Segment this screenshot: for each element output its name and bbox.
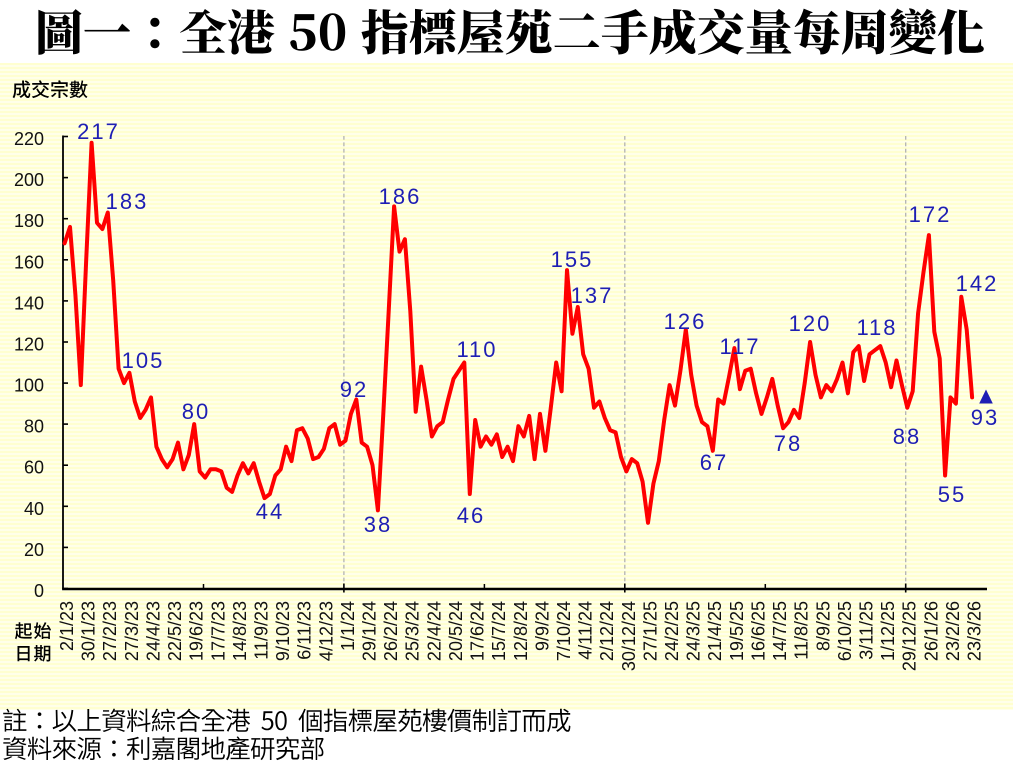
- svg-text:23/3/26: 23/3/26: [965, 601, 985, 661]
- svg-text:27/3/23: 27/3/23: [122, 601, 142, 661]
- svg-text:142: 142: [956, 271, 999, 296]
- svg-text:118: 118: [856, 315, 897, 340]
- svg-text:26/1/26: 26/1/26: [921, 601, 941, 661]
- svg-text:80: 80: [24, 417, 44, 437]
- svg-text:120: 120: [789, 311, 832, 336]
- svg-text:19/6/23: 19/6/23: [187, 601, 207, 661]
- svg-text:7/10/24: 7/10/24: [554, 601, 574, 661]
- svg-text:11/8/25: 11/8/25: [792, 601, 812, 660]
- svg-text:2/1/23: 2/1/23: [57, 601, 77, 651]
- svg-text:93: 93: [971, 405, 999, 430]
- svg-text:4/12/23: 4/12/23: [316, 601, 336, 661]
- svg-text:26/2/24: 26/2/24: [381, 601, 401, 661]
- svg-text:6/10/25: 6/10/25: [835, 601, 855, 661]
- svg-text:3/11/25: 3/11/25: [857, 601, 877, 660]
- svg-text:140: 140: [14, 293, 44, 313]
- svg-text:88: 88: [893, 424, 921, 449]
- svg-text:11/9/23: 11/9/23: [252, 601, 272, 660]
- svg-text:24/2/25: 24/2/25: [662, 601, 682, 661]
- svg-text:105: 105: [122, 348, 165, 373]
- svg-text:24/3/25: 24/3/25: [684, 601, 704, 661]
- svg-text:92: 92: [340, 377, 368, 402]
- svg-text:17/7/23: 17/7/23: [208, 601, 228, 661]
- svg-text:22/5/23: 22/5/23: [165, 601, 185, 661]
- svg-text:29/1/24: 29/1/24: [360, 601, 380, 661]
- svg-text:78: 78: [774, 431, 802, 456]
- svg-text:14/8/23: 14/8/23: [230, 601, 250, 661]
- svg-text:46: 46: [457, 503, 485, 528]
- svg-text:25/3/24: 25/3/24: [403, 601, 423, 661]
- svg-text:0: 0: [34, 581, 44, 601]
- svg-text:15/7/24: 15/7/24: [489, 601, 509, 661]
- svg-text:12/8/24: 12/8/24: [511, 601, 531, 661]
- svg-text:110: 110: [456, 337, 497, 362]
- svg-text:27/2/23: 27/2/23: [100, 601, 120, 661]
- svg-text:30/1/23: 30/1/23: [79, 601, 99, 661]
- svg-text:24/4/23: 24/4/23: [143, 601, 163, 661]
- svg-text:60: 60: [24, 458, 44, 478]
- svg-text:9/9/24: 9/9/24: [532, 601, 552, 651]
- svg-text:4/11/24: 4/11/24: [576, 601, 596, 660]
- svg-text:160: 160: [14, 252, 44, 272]
- svg-text:220: 220: [14, 129, 44, 149]
- svg-text:21/4/25: 21/4/25: [705, 601, 725, 661]
- svg-text:6/11/23: 6/11/23: [295, 601, 315, 660]
- svg-text:55: 55: [938, 482, 966, 507]
- svg-text:172: 172: [909, 202, 952, 227]
- svg-text:100: 100: [14, 376, 44, 396]
- svg-text:16/6/25: 16/6/25: [749, 601, 769, 661]
- svg-text:117: 117: [719, 334, 760, 359]
- svg-text:38: 38: [364, 512, 392, 537]
- svg-text:137: 137: [571, 283, 614, 308]
- svg-text:155: 155: [551, 247, 594, 272]
- svg-text:120: 120: [14, 335, 44, 355]
- svg-text:40: 40: [24, 499, 44, 519]
- svg-text:2/12/24: 2/12/24: [597, 601, 617, 661]
- svg-text:17/6/24: 17/6/24: [468, 601, 488, 661]
- svg-text:1/12/25: 1/12/25: [878, 601, 898, 661]
- svg-text:126: 126: [664, 309, 707, 334]
- svg-text:186: 186: [379, 184, 422, 209]
- svg-text:200: 200: [14, 170, 44, 190]
- svg-text:180: 180: [14, 211, 44, 231]
- svg-text:27/1/25: 27/1/25: [640, 601, 660, 661]
- svg-text:1/1/24: 1/1/24: [338, 601, 358, 651]
- svg-text:9/10/23: 9/10/23: [273, 601, 293, 661]
- svg-text:80: 80: [182, 399, 210, 424]
- svg-text:19/5/25: 19/5/25: [727, 601, 747, 661]
- svg-text:22/4/24: 22/4/24: [424, 601, 444, 661]
- svg-text:44: 44: [256, 499, 284, 524]
- svg-text:183: 183: [106, 189, 149, 214]
- svg-text:20/5/24: 20/5/24: [446, 601, 466, 661]
- svg-text:23/2/26: 23/2/26: [943, 601, 963, 661]
- svg-text:8/9/25: 8/9/25: [813, 601, 833, 651]
- svg-text:30/12/24: 30/12/24: [619, 601, 639, 671]
- svg-text:29/12/25: 29/12/25: [900, 601, 920, 671]
- svg-text:217: 217: [77, 119, 120, 144]
- svg-text:14/7/25: 14/7/25: [770, 601, 790, 661]
- svg-text:20: 20: [24, 540, 44, 560]
- svg-text:67: 67: [700, 450, 728, 475]
